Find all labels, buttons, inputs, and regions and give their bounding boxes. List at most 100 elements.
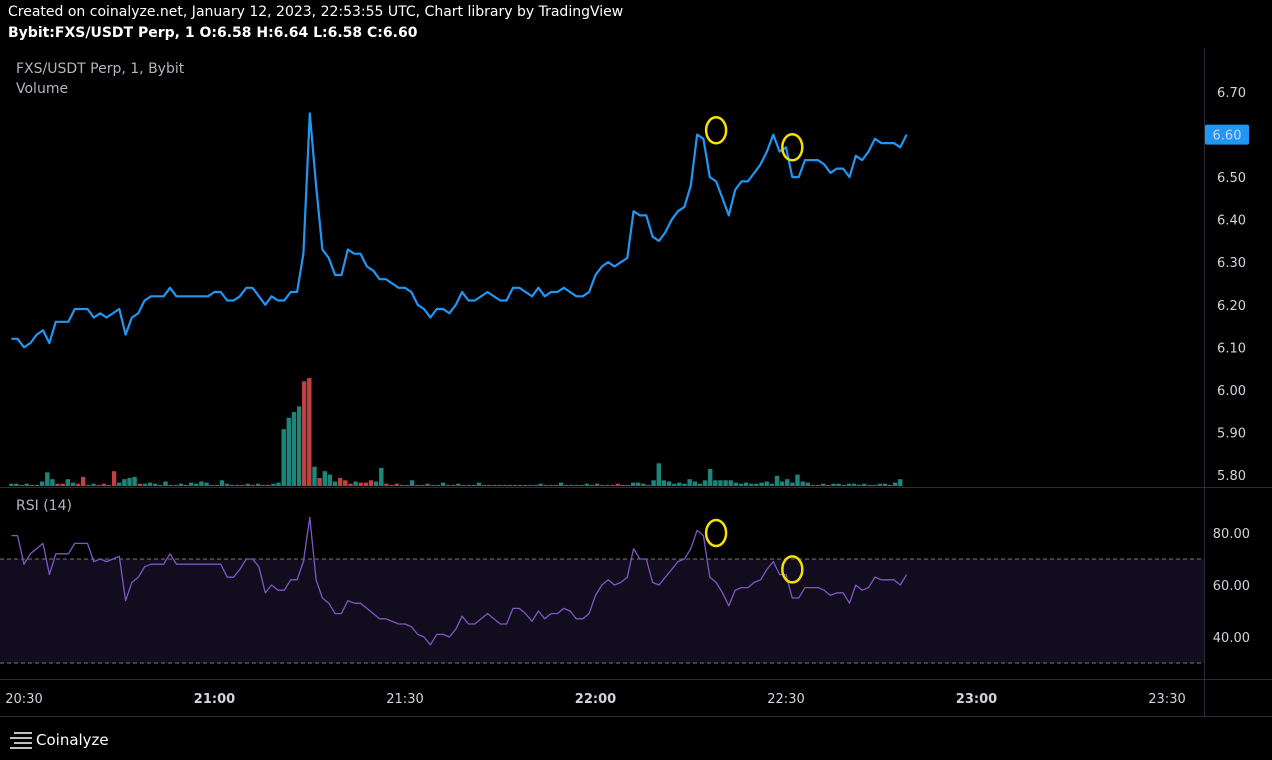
volume-bar [656,463,661,486]
volume-bar [255,483,261,486]
volume-bar [898,479,903,486]
rsi-axis[interactable]: 80.00 60.00 40.00 [1213,527,1250,646]
annotation-circle[interactable] [781,133,804,162]
volume-bar [14,483,19,486]
volume-bar [779,481,785,486]
volume-bar [713,480,718,486]
volume-bar [543,484,548,486]
volume-bar [353,481,358,486]
volume-bar [702,480,708,486]
volume-bar [641,483,646,486]
volume-bar [877,483,882,486]
annotation-circle[interactable] [781,555,804,584]
volume-bar [872,484,877,486]
volume-bar [219,480,225,486]
volume-bar [425,483,430,486]
price-axis[interactable]: 6.706.606.506.406.306.206.106.005.905.80 [1217,86,1246,484]
volume-bar [204,482,209,486]
volume-bar [558,482,564,486]
volume-bar [50,479,55,486]
volume-bar [122,479,127,486]
time-axis[interactable]: 20:30 21:00 21:30 22:00 22:30 23:00 23:30 [5,692,1185,707]
volume-bar [512,484,518,486]
volume-bar [363,482,369,486]
volume-bar [523,484,528,486]
volume-bar [281,429,286,486]
volume-bar [887,484,893,486]
volume-bar [332,481,338,486]
price-pane-title: FXS/USDT Perp, 1, Bybit [16,61,185,77]
volume-bar [594,483,600,486]
volume-bar [574,484,579,486]
volume-bar [605,484,610,486]
volume-bar [440,482,446,486]
volume-bar [250,484,255,486]
volume-bar [882,483,888,486]
volume-bar [29,484,35,486]
volume-bar [625,484,631,486]
volume-bar [687,479,692,486]
volume-bar [615,483,620,486]
volume-bar [338,478,343,486]
volume-bar [209,484,214,486]
annotation-circle[interactable] [704,518,728,548]
volume-bar [733,482,739,486]
volume-bar [55,483,60,486]
time-tick-label: 22:30 [767,692,804,707]
volume-bar [39,481,45,486]
volume-bar [476,482,482,486]
volume-bar [708,468,713,486]
volume-bar [60,483,65,486]
volume-bar [754,483,759,486]
price-tick-label: 5.90 [1217,426,1246,441]
price-tick-label: 5.80 [1217,469,1246,484]
volume-bar [533,484,538,486]
volume-bar [584,483,589,486]
volume-bar [111,471,117,486]
price-line[interactable] [11,112,908,349]
volume-bar [19,484,24,486]
volume-bar [163,481,168,486]
volume-bar [805,482,810,486]
volume-bar [379,467,384,486]
volume-bar [142,483,148,486]
volume-bar [471,484,476,486]
time-tick-label: 22:00 [575,692,616,707]
price-tick-label: 6.50 [1217,171,1246,186]
volume-bar [373,481,379,486]
volume-bar [538,483,543,486]
volume-bar [564,484,569,486]
volume-bar [867,484,872,486]
volume-bar [214,484,219,486]
volume-bar [266,484,271,486]
menu-lines-icon [10,732,32,749]
volume-bar [96,484,101,486]
volume-bar [65,479,70,486]
volume-bar [738,483,744,486]
volume-bar [723,480,728,486]
annotation-circle[interactable] [704,116,728,145]
volume-bar [810,484,816,486]
volume-bar [661,480,667,486]
volume-bar [183,484,189,486]
volume-pane-title: Volume [16,81,68,97]
price-tick-label: 6.70 [1217,86,1246,101]
volume-bar [821,483,826,486]
volume-bar [117,482,122,486]
time-tick-label: 21:00 [194,692,235,707]
annotation-circles[interactable] [704,116,804,584]
coinalyze-logo[interactable]: Coinalyze [8,730,109,750]
volume-bar [749,483,754,486]
volume-bar [666,481,672,486]
volume-bar [415,484,420,486]
volume-bar [600,484,605,486]
rsi-pane-title: RSI (14) [16,498,72,514]
rsi-line[interactable] [11,516,908,646]
volume-bar [456,483,461,486]
volume-bar [235,484,240,486]
volume-bar [677,482,682,486]
price-tick-label: 6.30 [1217,256,1246,271]
volume-bar [795,474,800,486]
volume-bar [70,482,76,486]
